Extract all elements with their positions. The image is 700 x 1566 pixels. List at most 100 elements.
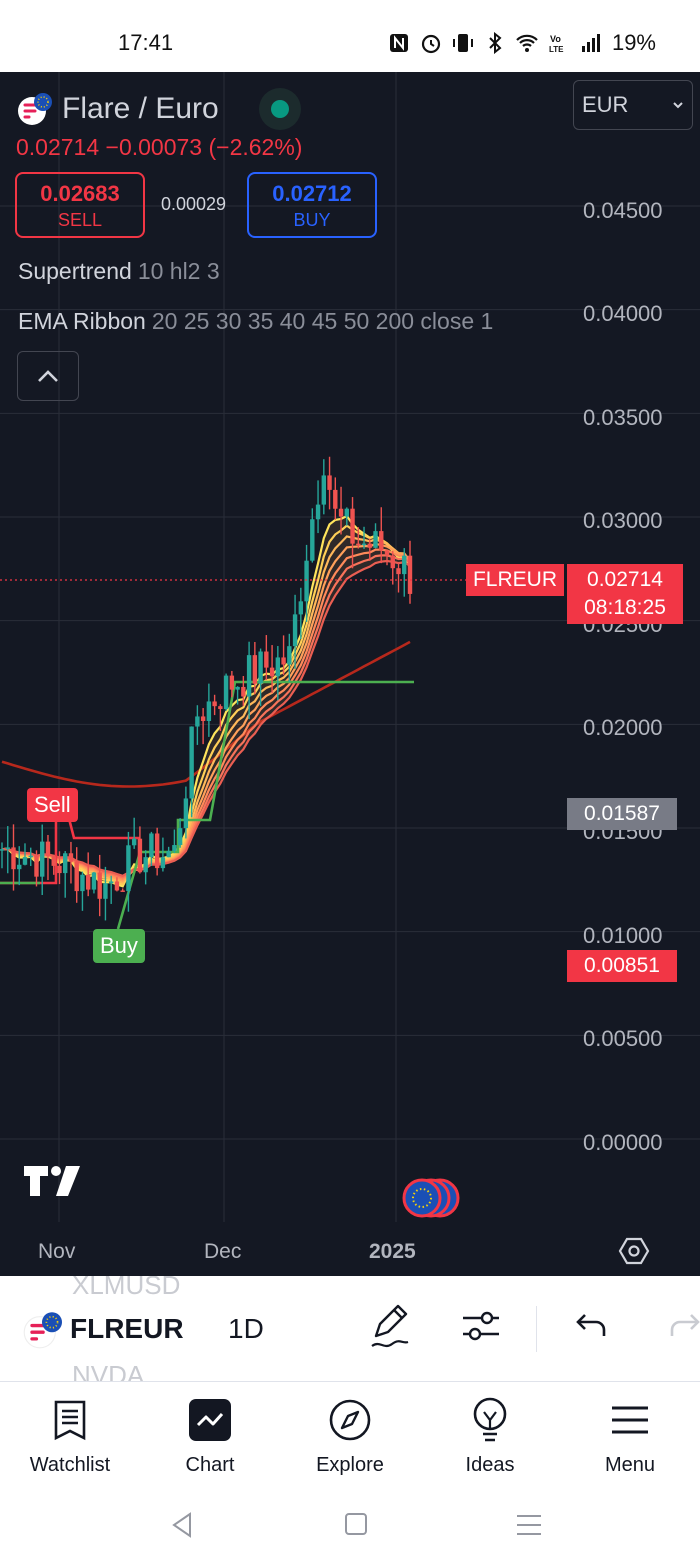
- candle-body: [396, 568, 401, 575]
- settings-icon[interactable]: [618, 1235, 650, 1267]
- indicator-name: EMA Ribbon: [18, 308, 146, 334]
- buy-button[interactable]: 0.02712 BUY: [247, 172, 377, 238]
- tradingview-logo[interactable]: [22, 1164, 82, 1198]
- candle-body: [223, 675, 229, 710]
- nav-watchlist[interactable]: Watchlist: [0, 1392, 140, 1477]
- candle-body: [384, 550, 390, 556]
- wifi-icon: [516, 34, 538, 52]
- candle-body: [183, 798, 189, 829]
- candle-body: [131, 838, 137, 846]
- status-time: 17:41: [118, 30, 174, 55]
- svg-text:Vo: Vo: [550, 34, 561, 44]
- candle-body: [63, 853, 68, 874]
- symbol-header[interactable]: Flare / Euro: [16, 88, 301, 130]
- price-axis-label: 0.04500: [583, 198, 663, 223]
- candle-body: [45, 841, 51, 857]
- price-axis-label: 0.00000: [583, 1130, 663, 1155]
- time-axis-label: Dec: [204, 1240, 242, 1263]
- ema-ribbon-line: [1, 559, 411, 877]
- market-status-indicator[interactable]: [258, 88, 301, 130]
- toolbar-interval[interactable]: 1D: [228, 1313, 264, 1344]
- last-price-tag: 0.02714 08:18:25: [567, 564, 683, 624]
- price-axis-label: 0.03500: [583, 405, 663, 430]
- status-icons: Vo LTE 19%: [388, 30, 656, 56]
- currency-select[interactable]: EUR: [573, 80, 693, 130]
- candle-body: [350, 508, 355, 544]
- candle-body: [126, 845, 131, 892]
- last-price: 0.02714: [587, 568, 663, 591]
- ema-ribbon-fill: [2, 516, 410, 887]
- lightbulb-icon: [473, 1397, 507, 1442]
- ghost-symbol-below: NVDA: [72, 1360, 145, 1382]
- candle-body: [269, 667, 275, 677]
- indicator-ema-ribbon[interactable]: EMA Ribbon 20 25 30 35 40 45 50 200 close…: [18, 308, 493, 335]
- collapse-indicators-button[interactable]: [17, 351, 79, 401]
- chart-toolbar: XLMUSD FLREUR 1D NVDA: [0, 1276, 700, 1382]
- redo-icon[interactable]: [668, 1312, 700, 1342]
- candle-body: [103, 883, 108, 899]
- candle-body: [252, 655, 258, 684]
- currency-flags-icon[interactable]: [402, 1176, 462, 1220]
- recents-icon[interactable]: [516, 1514, 542, 1536]
- candle-body: [91, 872, 97, 890]
- nav-label: Chart: [185, 1454, 235, 1476]
- candle-body: [114, 881, 120, 891]
- candle-body: [310, 519, 315, 561]
- indicator-supertrend[interactable]: Supertrend 10 hl2 3: [18, 258, 220, 285]
- candle-body: [327, 475, 332, 490]
- sell-label: SELL: [57, 210, 103, 230]
- candle-body: [338, 508, 344, 517]
- candle-body: [235, 686, 240, 690]
- indicator-name: Supertrend: [18, 258, 132, 284]
- candle-body: [108, 881, 114, 884]
- hamburger-icon: [612, 1406, 648, 1434]
- candle-body: [5, 847, 10, 850]
- nav-chart[interactable]: Chart: [140, 1392, 280, 1477]
- candle-body: [160, 857, 166, 869]
- candle-body: [212, 701, 217, 707]
- candle-body: [315, 504, 321, 520]
- candle-body: [11, 847, 16, 870]
- toolbar-symbol[interactable]: FLREUR: [70, 1313, 184, 1344]
- candle-body: [68, 853, 74, 862]
- indicators-icon[interactable]: [459, 1304, 503, 1348]
- bar-countdown: 08:18:25: [584, 596, 666, 619]
- low-price-tag: 0.01587: [567, 798, 677, 830]
- back-icon[interactable]: [170, 1512, 194, 1538]
- price-axis-label: 0.00500: [583, 1026, 663, 1051]
- nav-explore[interactable]: Explore: [280, 1392, 420, 1477]
- ema-ribbon-line: [1, 542, 411, 882]
- candle-body: [373, 531, 378, 548]
- candle-body: [206, 701, 212, 721]
- candle-body: [298, 601, 304, 615]
- candle-body: [379, 531, 384, 551]
- candle-body: [246, 655, 252, 697]
- candle-body: [195, 716, 200, 727]
- price-chart[interactable]: [0, 72, 700, 1276]
- draw-icon[interactable]: [368, 1304, 412, 1350]
- chevron-down-icon: [673, 102, 683, 109]
- candle-body: [281, 657, 286, 665]
- price-change: 0.02714 −0.00073 (−2.62%): [16, 134, 303, 160]
- flare-logo-icon: [18, 93, 52, 125]
- candle-body: [356, 543, 361, 546]
- candle-body: [57, 865, 62, 874]
- sell-button[interactable]: 0.02683 SELL: [15, 172, 145, 238]
- undo-icon[interactable]: [574, 1312, 608, 1342]
- nav-menu[interactable]: Menu: [560, 1392, 700, 1477]
- chart-area[interactable]: Flare / Euro 0.02714 −0.00073 (−2.62%) 0…: [0, 72, 700, 1276]
- candle-body: [85, 874, 91, 890]
- candle-body: [143, 857, 148, 873]
- nav-ideas[interactable]: Ideas: [420, 1392, 560, 1477]
- candle-body: [120, 890, 125, 892]
- candle-body: [17, 864, 22, 870]
- home-icon[interactable]: [344, 1512, 368, 1536]
- candle-body: [172, 845, 177, 851]
- candle-body: [200, 716, 206, 721]
- candle-body: [97, 872, 102, 899]
- symbol-title[interactable]: Flare / Euro: [62, 92, 219, 125]
- buy-signal-label: Buy: [93, 929, 145, 963]
- candle-body: [80, 874, 85, 892]
- indicator-args: 20 25 30 35 40 45 50 200 close 1: [151, 308, 494, 334]
